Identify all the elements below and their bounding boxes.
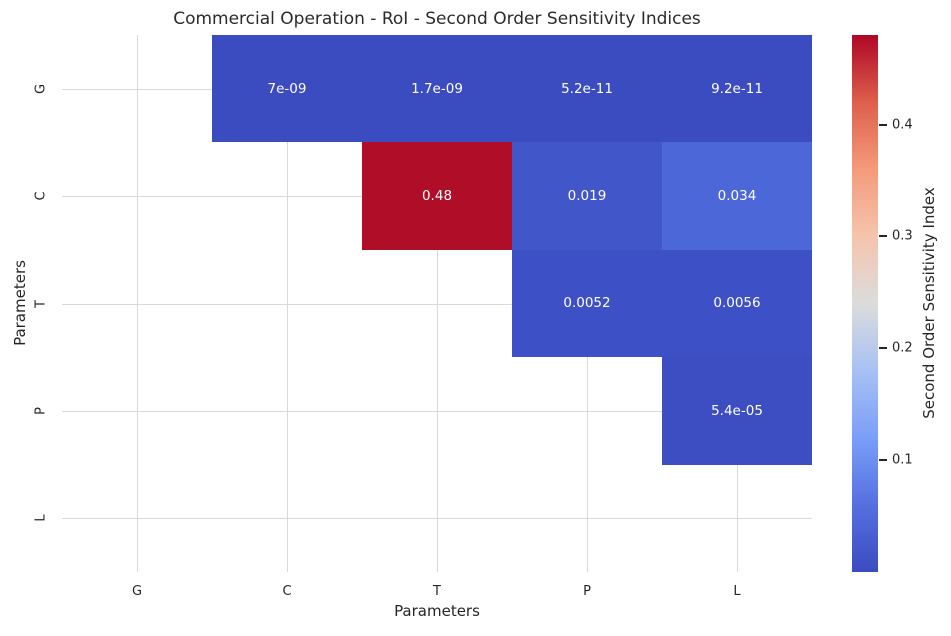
x-axis-label: Parameters	[394, 602, 480, 620]
y-axis-label: Parameters	[11, 260, 29, 346]
cell-value: 0.0052	[563, 295, 611, 312]
gridline-horizontal	[62, 410, 812, 412]
heatmap-cell-c-t: 0.48	[362, 142, 512, 250]
cell-value: 5.2e-11	[561, 80, 613, 97]
colorbar-tick-label: 0.1	[892, 452, 913, 468]
y-tick-label-l: L	[33, 514, 49, 522]
heatmap-cell-g-l: 9.2e-11	[662, 35, 812, 143]
heatmap-cell-t-l: 0.0056	[662, 249, 812, 358]
y-tick-label-p: P	[33, 406, 49, 415]
colorbar-tick-label: 0.4	[892, 117, 913, 132]
colorbar-label: Second Order Sensitivity Index	[920, 187, 938, 419]
x-tick-label-l: L	[733, 584, 741, 599]
colorbar-tick-mark	[879, 347, 887, 350]
plot-area: 7e-09 1.7e-09 5.2e-11 9.2e-11 0.48 0.019 0.034…	[62, 35, 812, 572]
cell-value: 7e-09	[267, 80, 307, 97]
heatmap-cell-g-t: 1.7e-09	[362, 35, 512, 143]
chart-title: Commercial Operation - RoI - Second Orde…	[173, 9, 701, 29]
heatmap-cell-p-l: 5.4e-05	[662, 357, 812, 465]
colorbar-tick-label: 0.3	[892, 228, 913, 244]
x-tick-label-p: P	[583, 584, 591, 599]
y-tick-label-c: C	[33, 191, 49, 201]
colorbar-tick-mark	[879, 235, 887, 238]
heatmap-cell-g-c: 7e-09	[212, 35, 362, 143]
gridline-horizontal	[62, 518, 812, 520]
heatmap-cell-c-p: 0.019	[512, 142, 662, 250]
heatmap-cell-c-l: 0.034	[662, 142, 812, 250]
y-tick-label-t: T	[33, 299, 49, 308]
colorbar	[852, 35, 878, 572]
x-tick-label-g: G	[131, 584, 143, 599]
cell-value: 0.019	[567, 188, 607, 205]
heatmap-cell-t-p: 0.0052	[512, 249, 662, 358]
cell-value: 1.7e-09	[411, 80, 463, 97]
cell-value: 5.4e-05	[711, 402, 763, 419]
x-tick-label-t: T	[433, 584, 441, 599]
gridline-horizontal	[62, 303, 812, 305]
colorbar-tick-mark	[879, 459, 887, 462]
cell-value: 0.0056	[713, 295, 761, 312]
cell-value: 0.48	[421, 188, 453, 205]
heatmap-cell-g-p: 5.2e-11	[512, 35, 662, 143]
y-tick-label-g: G	[33, 83, 49, 94]
colorbar-tick-label: 0.2	[892, 340, 913, 356]
cell-value: 9.2e-11	[711, 80, 763, 97]
colorbar-tick-mark	[879, 123, 887, 126]
x-tick-label-c: C	[282, 584, 292, 599]
cell-value: 0.034	[717, 188, 757, 205]
